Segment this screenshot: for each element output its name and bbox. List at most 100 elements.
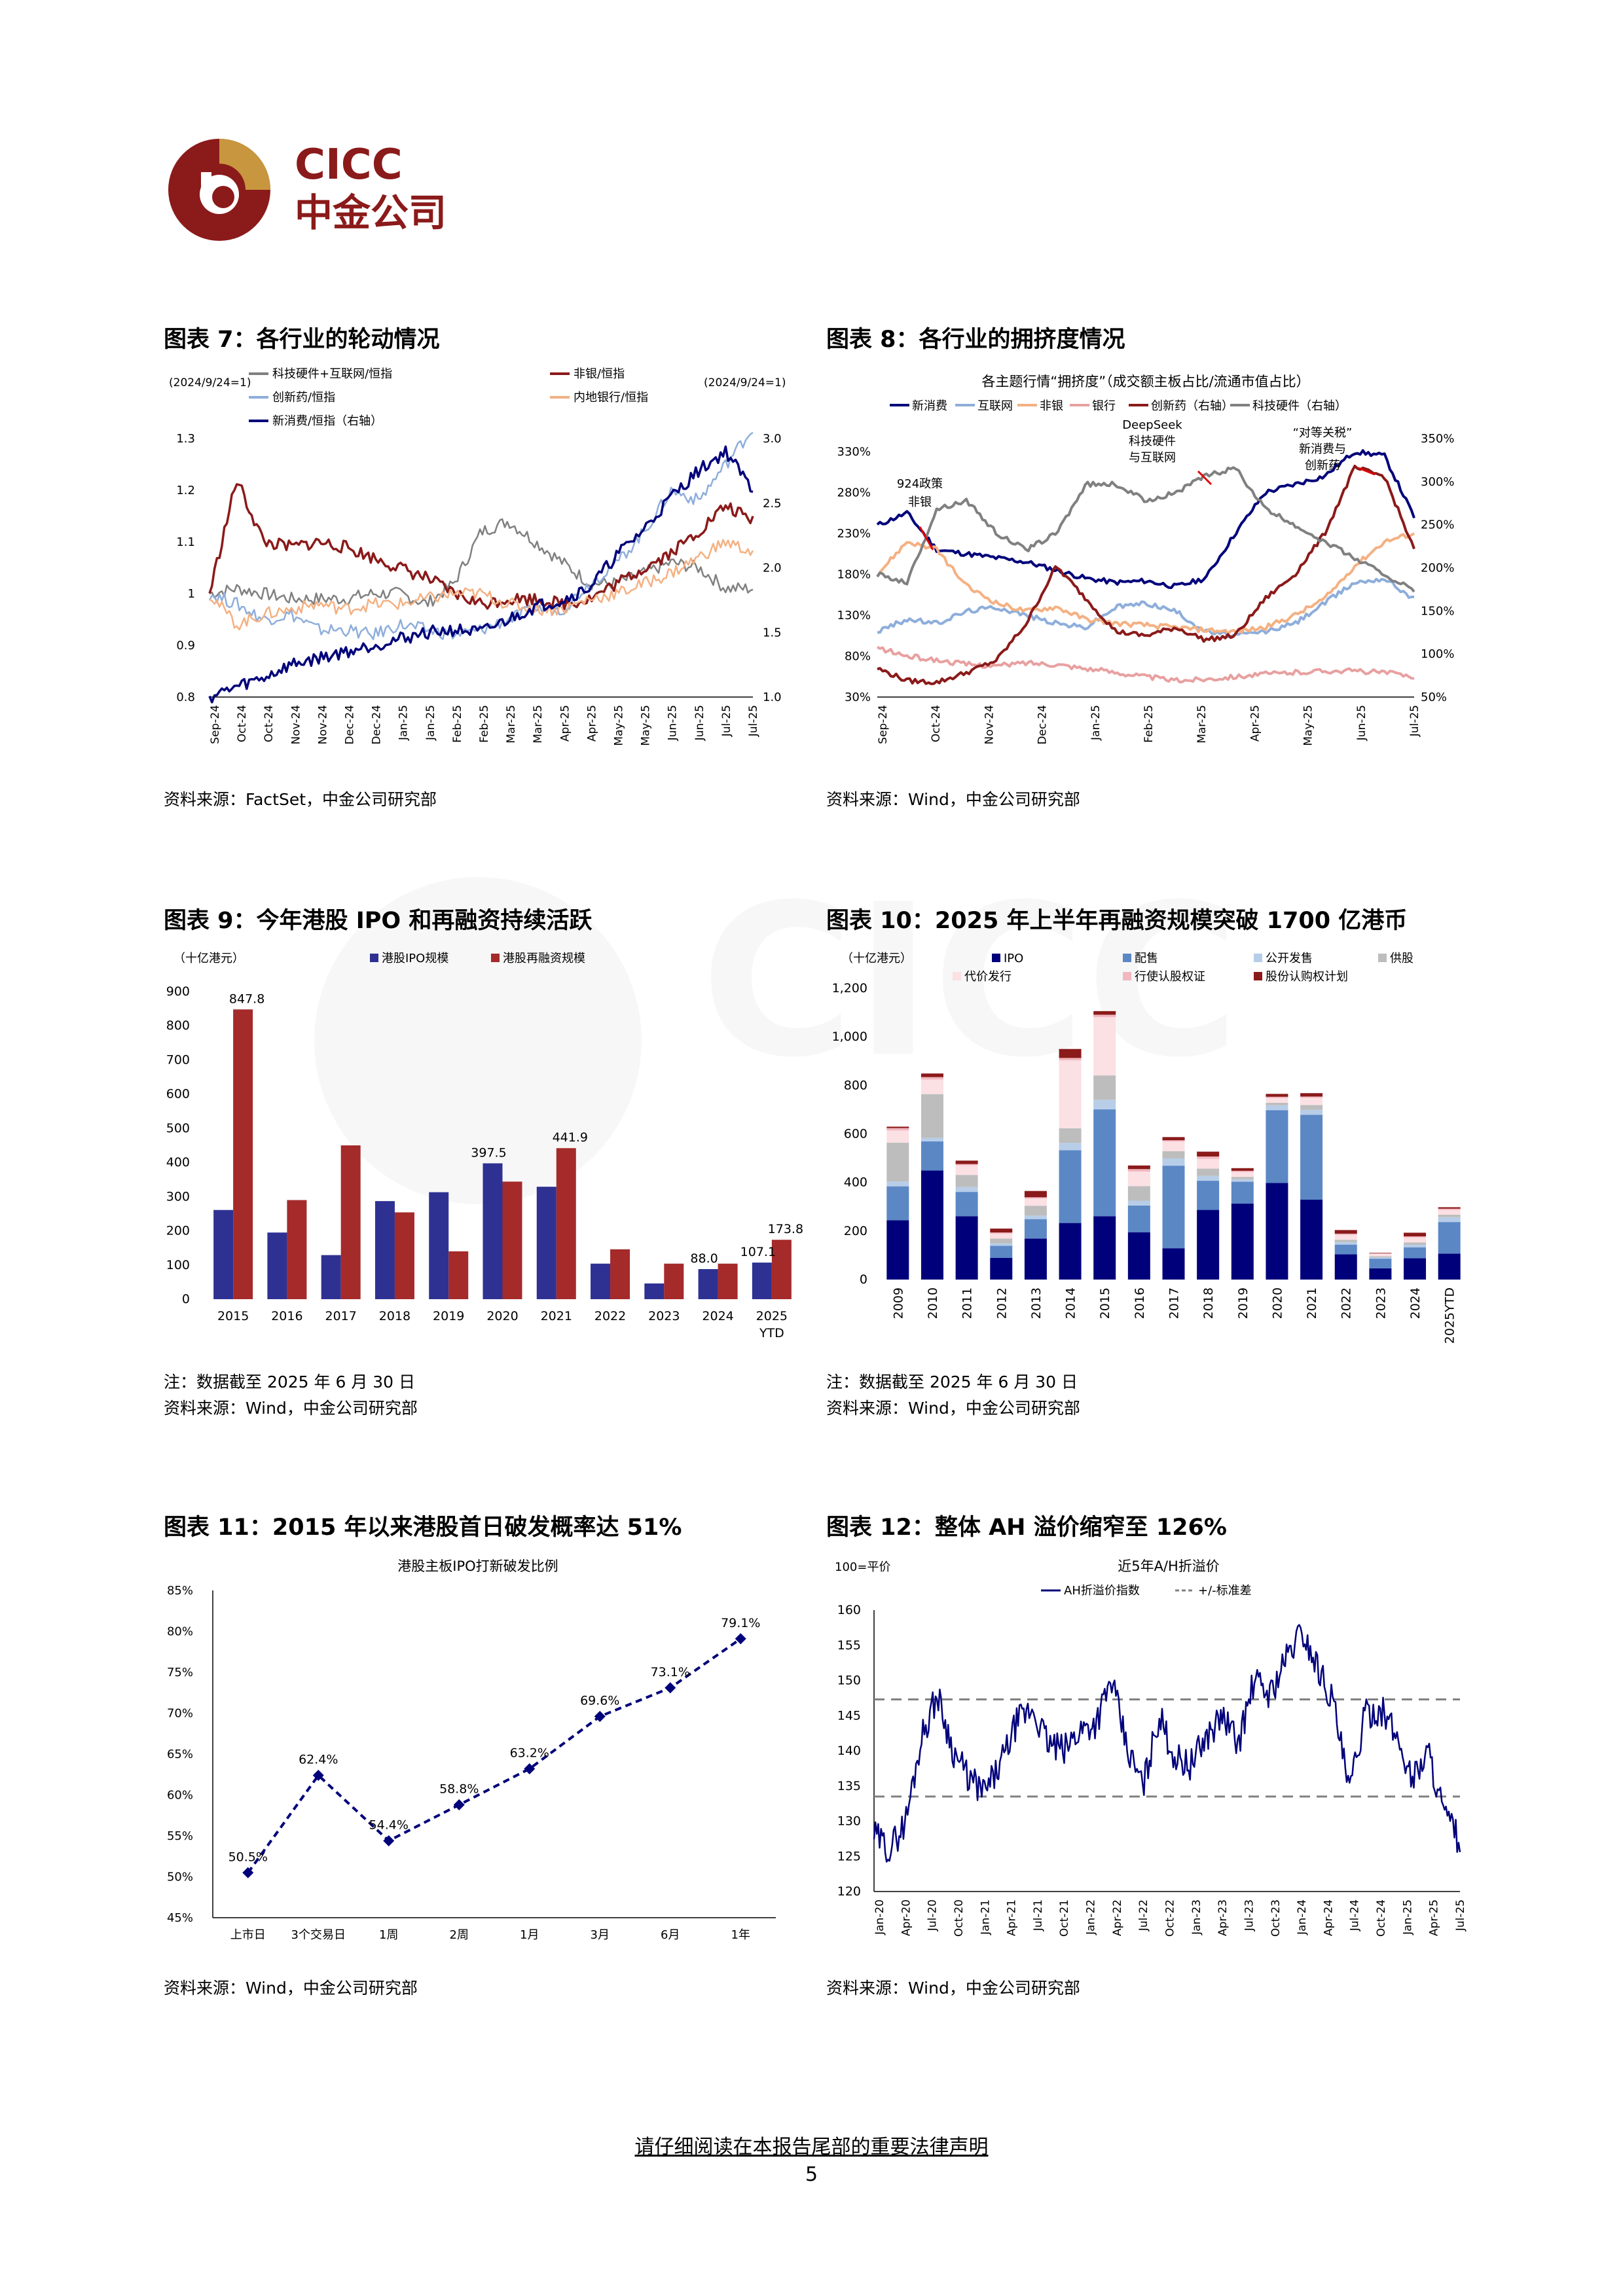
fig12-x-tick: Jan-24 bbox=[1296, 1899, 1309, 1935]
fig9-y-tick: 100 bbox=[166, 1258, 190, 1272]
fig9-y-tick: 400 bbox=[166, 1155, 190, 1170]
fig8-arrow bbox=[919, 526, 934, 550]
fig10-y-tick: 1,000 bbox=[832, 1030, 867, 1044]
fig8-x-tick: May-25 bbox=[1302, 705, 1315, 746]
fig10-x-tick: 2019 bbox=[1236, 1287, 1250, 1319]
fig10-bar bbox=[886, 1130, 909, 1143]
fig7-source: 资料来源：FactSet，中金公司研究部 bbox=[164, 790, 437, 809]
fig10-bar bbox=[1404, 1258, 1427, 1280]
fig10-bar bbox=[1024, 1191, 1047, 1198]
fig10-bar bbox=[1334, 1230, 1357, 1234]
fig11-data-label: 62.4% bbox=[299, 1753, 338, 1767]
fig10-bar bbox=[1266, 1103, 1288, 1105]
fig9-y-tick: 200 bbox=[166, 1224, 190, 1238]
fig12-x-tick: Jul-25 bbox=[1454, 1899, 1467, 1931]
fig8-annotation: 924政策 bbox=[897, 477, 943, 491]
fig9-bar bbox=[394, 1212, 414, 1299]
fig12-x-tick: Jul-23 bbox=[1243, 1899, 1256, 1931]
fig12-x-tick: Oct-21 bbox=[1058, 1899, 1071, 1937]
fig10-bar bbox=[886, 1181, 909, 1187]
fig9-x-tick: 2018 bbox=[379, 1309, 410, 1323]
fig10-bar bbox=[955, 1216, 978, 1280]
fig11-y-tick: 80% bbox=[167, 1625, 193, 1639]
fig8-title: 图表 8：各行业的拥挤度情况 bbox=[826, 327, 1125, 353]
fig10-bar bbox=[1093, 1017, 1116, 1076]
fig9-y-tick: 500 bbox=[166, 1121, 190, 1136]
fig10-bar bbox=[921, 1077, 943, 1080]
fig7-x-tick: Oct-24 bbox=[236, 705, 249, 742]
fig10-bar bbox=[1334, 1234, 1357, 1240]
fig12-x-tick: Jan-23 bbox=[1190, 1899, 1203, 1935]
fig9-y-tick: 800 bbox=[166, 1018, 190, 1033]
fig10-x-tick: 2020 bbox=[1270, 1287, 1285, 1319]
fig10-bar bbox=[1059, 1128, 1082, 1143]
fig10-bar bbox=[1404, 1236, 1427, 1238]
fig10-bar bbox=[886, 1126, 909, 1128]
fig9-legend-swatch-0 bbox=[370, 954, 378, 962]
fig9-data-label: 441.9 bbox=[553, 1130, 588, 1145]
fig9-unit: （十亿港元） bbox=[173, 952, 244, 965]
fig8-yl-tick: 30% bbox=[845, 691, 871, 704]
fig10-bar bbox=[1231, 1179, 1254, 1182]
fig12-y-tick: 160 bbox=[837, 1603, 861, 1617]
fig10-legend-swatch-2 bbox=[1254, 954, 1262, 962]
fig9-x-tick: 2021 bbox=[541, 1309, 572, 1323]
fig9-bar bbox=[644, 1283, 665, 1299]
fig11-point bbox=[594, 1711, 606, 1722]
fig12-legend-1: +/-标准差 bbox=[1198, 1584, 1252, 1598]
fig12-y-tick: 120 bbox=[837, 1884, 861, 1899]
fig11-y-tick: 60% bbox=[167, 1789, 193, 1803]
fig7-x-tick: Nov-24 bbox=[289, 705, 302, 745]
fig9-x-tick: 2025 bbox=[756, 1309, 788, 1323]
fig10-bar bbox=[1059, 1223, 1082, 1280]
fig7-legend-4: 新消费/恒指（右轴） bbox=[272, 414, 382, 428]
fig8-series-3 bbox=[877, 645, 1415, 683]
fig10-bar bbox=[1059, 1049, 1082, 1058]
fig11-y-tick: 70% bbox=[167, 1707, 193, 1721]
fig8-legend-5: 科技硬件（右轴） bbox=[1252, 399, 1347, 413]
fig12-y-tick: 140 bbox=[837, 1744, 861, 1758]
fig11-x-tick: 上市日 bbox=[230, 1928, 266, 1942]
fig10-bar bbox=[1127, 1171, 1150, 1187]
fig8-legend-1: 互联网 bbox=[977, 399, 1013, 413]
fig9-y-tick: 900 bbox=[166, 984, 190, 999]
fig10-bar bbox=[1093, 1014, 1116, 1018]
fig7-chart: (2024/9/24=1) (2024/9/24=1) 科技硬件+互联网/恒指 非银/… bbox=[157, 363, 805, 772]
fig10-bar bbox=[1197, 1175, 1220, 1181]
fig11-point bbox=[453, 1799, 465, 1810]
fig10-bar bbox=[1231, 1168, 1254, 1171]
fig12-x-tick: Jan-22 bbox=[1085, 1899, 1098, 1935]
fig12-y-tick: 135 bbox=[837, 1779, 861, 1793]
footer-disclaimer[interactable]: 请仔细阅读在本报告尾部的重要法律声明 bbox=[634, 2136, 989, 2159]
fig7-series-2 bbox=[208, 483, 754, 611]
fig9-data-label: 847.8 bbox=[229, 992, 264, 1006]
fig10-legend-0: IPO bbox=[1004, 952, 1023, 965]
fig10-note: 注：数据截至 2025 年 6 月 30 日 bbox=[826, 1372, 1078, 1391]
fig10-bar bbox=[1162, 1158, 1185, 1166]
cicc-logo-mark: CICC 中金公司 bbox=[168, 139, 447, 241]
fig10-bar bbox=[1059, 1150, 1082, 1223]
fig8-yr-tick: 200% bbox=[1421, 562, 1454, 575]
fig7-x-tick: Apr-25 bbox=[585, 705, 598, 742]
fig7-yl-tick: 1.3 bbox=[176, 432, 195, 446]
fig10-bar bbox=[1024, 1197, 1047, 1199]
fig7-x-tick: May-25 bbox=[640, 705, 653, 746]
fig12-chart: 100=平价 近5年A/H折溢价 AH折溢价指数 +/-标准差 160 155 150 145… bbox=[822, 1551, 1470, 1960]
fig10-bar bbox=[1024, 1215, 1047, 1219]
fig7-yr-tick: 2.0 bbox=[763, 562, 782, 575]
fig7-x-tick: Mar-25 bbox=[505, 705, 518, 744]
fig11-data-label: 54.4% bbox=[369, 1818, 409, 1833]
fig10-bar bbox=[1404, 1242, 1427, 1245]
fig10-bar bbox=[1369, 1259, 1392, 1268]
fig10-bar bbox=[1127, 1186, 1150, 1201]
fig10-x-tick: 2010 bbox=[926, 1287, 940, 1319]
fig11-x-tick: 1年 bbox=[731, 1928, 750, 1942]
fig12-y-tick: 155 bbox=[837, 1638, 861, 1653]
fig12-x-tick: Oct-22 bbox=[1164, 1899, 1177, 1937]
fig8-yl-tick: 280% bbox=[837, 486, 871, 500]
fig10-bar bbox=[1093, 1109, 1116, 1217]
fig10-bar bbox=[1197, 1181, 1220, 1210]
fig8-annotation: 创新药 bbox=[1305, 459, 1340, 473]
fig9-bar bbox=[340, 1145, 361, 1299]
fig10-x-tick: 2021 bbox=[1305, 1287, 1319, 1319]
